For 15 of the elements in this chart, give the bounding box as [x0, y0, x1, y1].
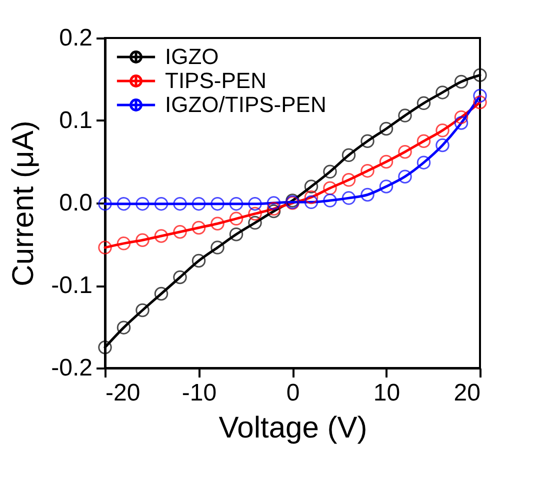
x-tick-label: 20	[454, 380, 480, 406]
legend-label: IGZO/TIPS-PEN	[165, 92, 326, 117]
x-tick-label: 0	[286, 380, 300, 406]
y-tick-label: 0.2	[59, 24, 92, 52]
x-tick-label: -20	[106, 380, 140, 406]
legend-label: TIPS-PEN	[165, 68, 266, 93]
y-tick-label: -0.1	[51, 272, 92, 299]
x-axis-title: Voltage (V)	[218, 412, 368, 444]
x-tick-label: 10	[373, 380, 400, 406]
y-tick-label: 0.1	[59, 107, 92, 134]
y-tick-label: 0.0	[59, 190, 92, 216]
x-tick-label: -10	[182, 380, 217, 406]
y-tick-label: -0.2	[51, 354, 92, 382]
y-axis-title: Current (μA)	[7, 120, 40, 286]
legend-label: IGZO	[165, 44, 219, 69]
